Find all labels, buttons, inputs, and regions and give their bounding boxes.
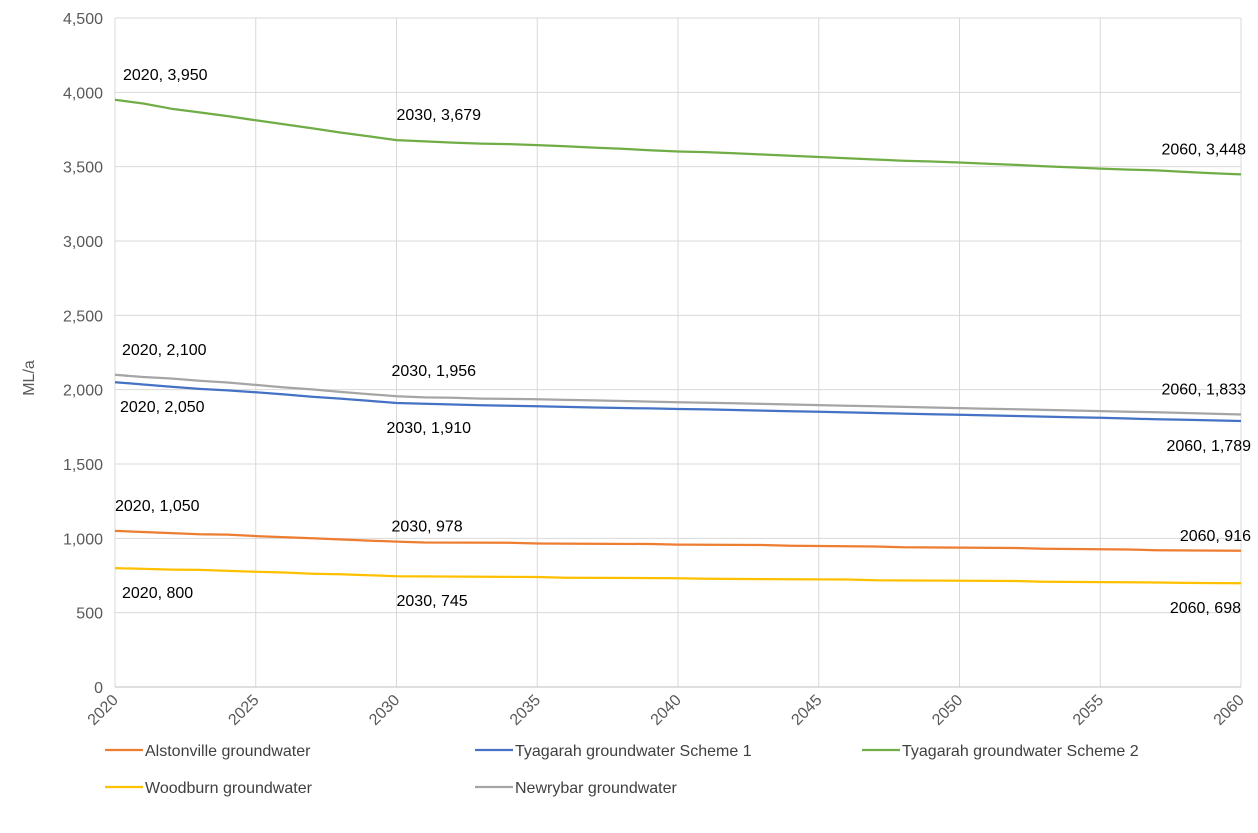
- grid-lines: [114, 17, 1242, 688]
- y-tick-label: 4,500: [63, 11, 103, 28]
- x-tick-label: 2055: [1070, 692, 1107, 729]
- legend-label: Woodburn groundwater: [145, 780, 313, 797]
- legend: Alstonville groundwater Tyagarah groundwa…: [105, 743, 1139, 797]
- y-tick-label: 500: [76, 606, 103, 623]
- x-tick-label: 2045: [788, 692, 825, 729]
- legend-label: Newrybar groundwater: [515, 780, 678, 797]
- data-label: 2020, 2,100: [122, 342, 207, 359]
- data-label: 2030, 745: [397, 593, 468, 610]
- y-tick-label: 1,500: [63, 457, 103, 474]
- series-line-5: [114, 373, 1242, 416]
- x-tick-label: 2060: [1211, 692, 1248, 729]
- legend-label: Tyagarah groundwater Scheme 1: [515, 743, 752, 760]
- y-tick-label: 0: [94, 680, 103, 697]
- y-tick-label: 4,000: [63, 85, 103, 102]
- series-line-2: [114, 381, 1242, 423]
- data-label: 2060, 1,833: [1161, 381, 1246, 398]
- legend-label: Alstonville groundwater: [145, 743, 311, 760]
- data-label: 2020, 2,050: [120, 399, 205, 416]
- series-lines: [114, 98, 1242, 585]
- data-label: 2020, 800: [122, 585, 193, 602]
- x-tick-label: 2030: [366, 692, 403, 729]
- data-label: 2030, 1,910: [387, 420, 472, 437]
- x-tick-label: 2050: [929, 692, 966, 729]
- y-tick-label: 2,000: [63, 383, 103, 400]
- data-label: 2030, 1,956: [392, 363, 477, 380]
- y-tick-label: 2,500: [63, 308, 103, 325]
- y-tick-label: 3,500: [63, 160, 103, 177]
- x-tick-label: 2020: [85, 692, 122, 729]
- data-label: 2060, 1,789: [1166, 438, 1251, 455]
- x-tick-label: 2040: [648, 692, 685, 729]
- data-label: 2020, 3,950: [123, 67, 208, 84]
- data-label: 2030, 3,679: [397, 107, 482, 124]
- series-line-4: [114, 566, 1242, 585]
- data-label: 2030, 978: [392, 519, 463, 536]
- series-line-3: [114, 98, 1242, 176]
- data-labels: 2020, 1,050 2030, 978 2060, 916 2020, 2,050…: [115, 67, 1251, 617]
- y-axis-title: ML/a: [21, 360, 38, 396]
- x-tick-label: 2025: [225, 692, 262, 729]
- x-tick-label: 2035: [507, 692, 544, 729]
- data-label: 2060, 698: [1170, 600, 1241, 617]
- data-label: 2060, 916: [1180, 528, 1251, 545]
- y-tick-label: 3,000: [63, 234, 103, 251]
- data-label: 2060, 3,448: [1161, 141, 1246, 158]
- legend-label: Tyagarah groundwater Scheme 2: [902, 743, 1139, 760]
- y-tick-label: 1,000: [63, 531, 103, 548]
- series-line-1: [114, 529, 1242, 552]
- data-label: 2020, 1,050: [115, 498, 200, 515]
